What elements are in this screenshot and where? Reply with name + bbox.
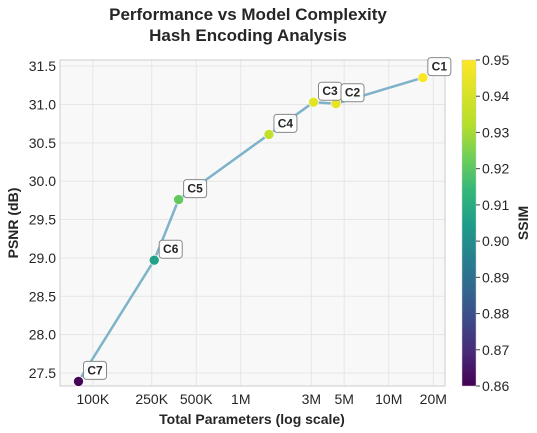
point-labels: C7 C6 C5 C4 C3 C2 C1 xyxy=(82,57,452,380)
data-point-c3 xyxy=(308,96,319,108)
x-tick-label: 1M xyxy=(231,391,250,407)
data-point-c4 xyxy=(263,129,275,140)
colorbar-tick-label: 0.91 xyxy=(482,197,509,213)
colorbar-tick-label: 0.89 xyxy=(482,269,509,285)
x-tick-label: 20M xyxy=(420,391,447,407)
point-label-c1: C1 xyxy=(432,60,448,74)
plot-area xyxy=(60,60,445,386)
point-label-c4: C4 xyxy=(278,116,294,130)
point-label-c7: C7 xyxy=(87,363,103,377)
colorbar-tick-label: 0.95 xyxy=(482,52,509,68)
x-tick-label: 500K xyxy=(180,391,213,407)
colorbar-label: SSIM xyxy=(515,206,531,240)
y-tick-label: 31.0 xyxy=(29,96,56,112)
y-axis-ticks: 27.5 28.0 28.5 29.0 29.5 30.0 30.5 31.0 31.5 xyxy=(29,58,56,381)
x-tick-label: 100K xyxy=(76,391,109,407)
x-axis-label: Total Parameters (log scale) xyxy=(159,411,345,427)
chart-title: Performance vs Model Complexity xyxy=(109,5,387,24)
y-tick-label: 30.0 xyxy=(29,173,56,189)
point-label-c5: C5 xyxy=(187,182,203,196)
y-tick-label: 28.0 xyxy=(29,327,56,343)
colorbar xyxy=(461,59,477,387)
chart-subtitle: Hash Encoding Analysis xyxy=(149,26,347,45)
point-label-box xyxy=(427,57,452,77)
y-tick-label: 27.5 xyxy=(29,365,56,381)
point-label-box xyxy=(340,83,365,103)
colorbar-tick-label: 0.87 xyxy=(482,342,509,358)
point-label-c6: C6 xyxy=(163,242,179,256)
data-point-c7 xyxy=(73,376,84,387)
x-axis-ticks: 100K 250K 500K 1M 3M 5M 10M 20M xyxy=(76,391,446,407)
data-point-c1 xyxy=(417,72,429,83)
colorbar-tick-label: 0.94 xyxy=(482,88,509,104)
point-label-box xyxy=(158,239,183,259)
colorbar-tick-label: 0.86 xyxy=(482,378,509,394)
x-tick-label: 5M xyxy=(334,391,353,407)
x-tick-label: 3M xyxy=(302,391,321,407)
y-tick-label: 29.5 xyxy=(29,212,56,228)
y-tick-label: 29.0 xyxy=(29,250,56,266)
data-points xyxy=(73,72,429,387)
point-label-c2: C2 xyxy=(345,86,361,100)
y-tick-label: 30.5 xyxy=(29,135,56,151)
point-label-box xyxy=(82,360,107,380)
data-point-c5 xyxy=(173,194,184,205)
point-label-c3: C3 xyxy=(322,84,338,98)
colorbar-tick-label: 0.92 xyxy=(482,161,509,177)
x-tick-label: 10M xyxy=(375,391,402,407)
y-axis-label: PSNR (dB) xyxy=(5,188,21,259)
colorbar-tick-label: 0.90 xyxy=(482,233,509,249)
y-tick-label: 28.5 xyxy=(29,288,56,304)
colorbar-tick-label: 0.93 xyxy=(482,124,509,140)
colorbar-tick-label: 0.88 xyxy=(482,306,509,322)
x-tick-label: 250K xyxy=(135,391,168,407)
y-tick-label: 31.5 xyxy=(29,58,56,74)
point-label-box xyxy=(183,179,208,199)
colorbar-ticks: 0.86 0.87 0.88 0.89 0.90 0.91 0.92 0.93 0.94 0.95 xyxy=(476,52,509,394)
plot-border xyxy=(59,59,446,387)
point-label-box xyxy=(273,113,298,133)
grid xyxy=(60,60,445,386)
data-point-c6 xyxy=(148,254,160,266)
